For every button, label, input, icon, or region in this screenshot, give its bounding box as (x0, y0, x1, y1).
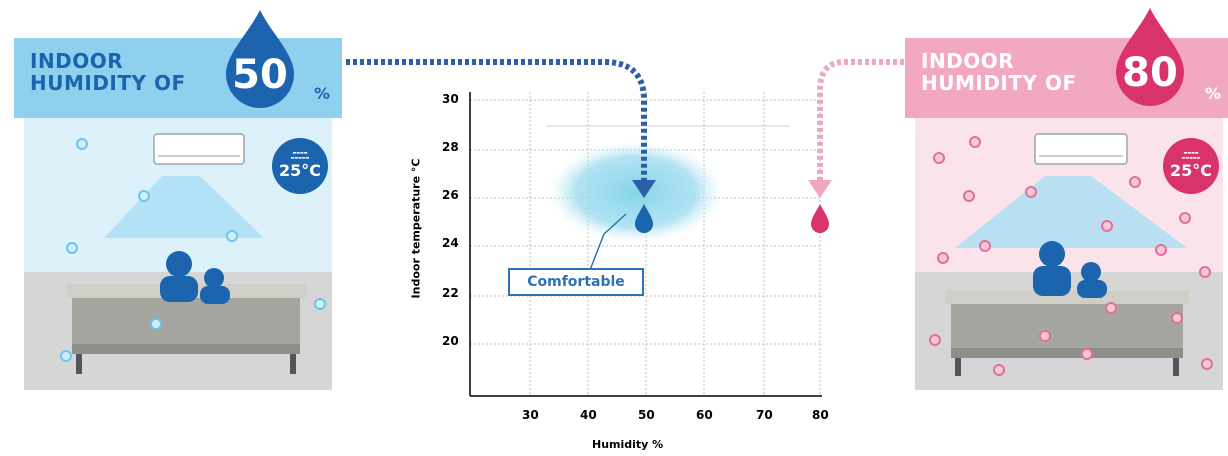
comfortable-label: Comfortable (508, 268, 644, 296)
y-tick-20: 20 (442, 334, 459, 348)
x-tick-60: 60 (696, 408, 713, 422)
blue-arrowhead (632, 180, 656, 198)
x-tick-80: 80 (812, 408, 829, 422)
left-title-line2: HUMIDITY OF (30, 71, 186, 95)
left-panel-title: INDOOR HUMIDITY OF (30, 50, 186, 94)
left-sofa (66, 284, 306, 374)
left-badge-temp: 25°C (278, 161, 321, 180)
right-title-line2: HUMIDITY OF (921, 71, 1077, 95)
y-tick-28: 28 (442, 140, 459, 154)
left-panel: INDOOR HUMIDITY OF % (14, 38, 342, 390)
left-drop-shape (226, 10, 294, 108)
comfort-pointer (589, 213, 627, 271)
right-percent-sign: % (1205, 84, 1222, 103)
right-moisture-particles (929, 136, 1213, 376)
right-room-illustration (929, 133, 1213, 376)
left-title-line1: INDOOR (30, 49, 124, 73)
left-humidity-drop: 50 (222, 8, 298, 110)
left-badge-fineprint: ▬▬▬▬ ▬▬▬▬▬ (290, 150, 310, 160)
x-axis-label: Humidity % (592, 438, 664, 451)
marker-drop-50 (635, 204, 653, 233)
right-panel-title: INDOOR HUMIDITY OF (921, 50, 1077, 94)
right-humidity-value: 80 (1122, 50, 1178, 96)
pink-arrowhead (808, 180, 832, 198)
left-moisture-particles (60, 138, 326, 362)
right-people (1033, 241, 1107, 298)
right-title-line1: INDOOR (921, 49, 1015, 73)
x-tick-70: 70 (756, 408, 773, 422)
left-room-illustration (60, 133, 326, 374)
left-airflow (104, 176, 264, 238)
y-tick-24: 24 (442, 236, 459, 250)
pink-dotted-arrow (817, 59, 904, 180)
x-tick-50: 50 (638, 408, 655, 422)
comfort-zone (550, 142, 722, 242)
marker-drop-80 (811, 204, 829, 233)
y-tick-26: 26 (442, 188, 459, 202)
x-tick-40: 40 (580, 408, 597, 422)
right-room-scene (915, 118, 1223, 390)
right-badge-fineprint: ▬▬▬▬ ▬▬▬▬▬ (1181, 150, 1201, 160)
right-badge-temp: 25°C (1169, 161, 1212, 180)
right-drop-shape (1116, 8, 1184, 106)
y-tick-22: 22 (442, 286, 459, 300)
right-temp-badge: ▬▬▬▬ ▬▬▬▬▬ 25°C (1163, 138, 1219, 194)
blue-dotted-arrow (346, 59, 647, 182)
y-tick-30: 30 (442, 92, 459, 106)
left-humidity-value: 50 (232, 52, 288, 98)
left-percent-sign: % (314, 84, 331, 103)
x-tick-30: 30 (522, 408, 539, 422)
left-people (160, 251, 230, 304)
right-airflow (955, 176, 1187, 248)
y-axis-label: Indoor temperature °C (409, 158, 423, 299)
right-sofa (945, 290, 1189, 376)
right-humidity-drop: 80 (1112, 6, 1188, 108)
left-temp-badge: ▬▬▬▬ ▬▬▬▬▬ 25°C (272, 138, 328, 194)
